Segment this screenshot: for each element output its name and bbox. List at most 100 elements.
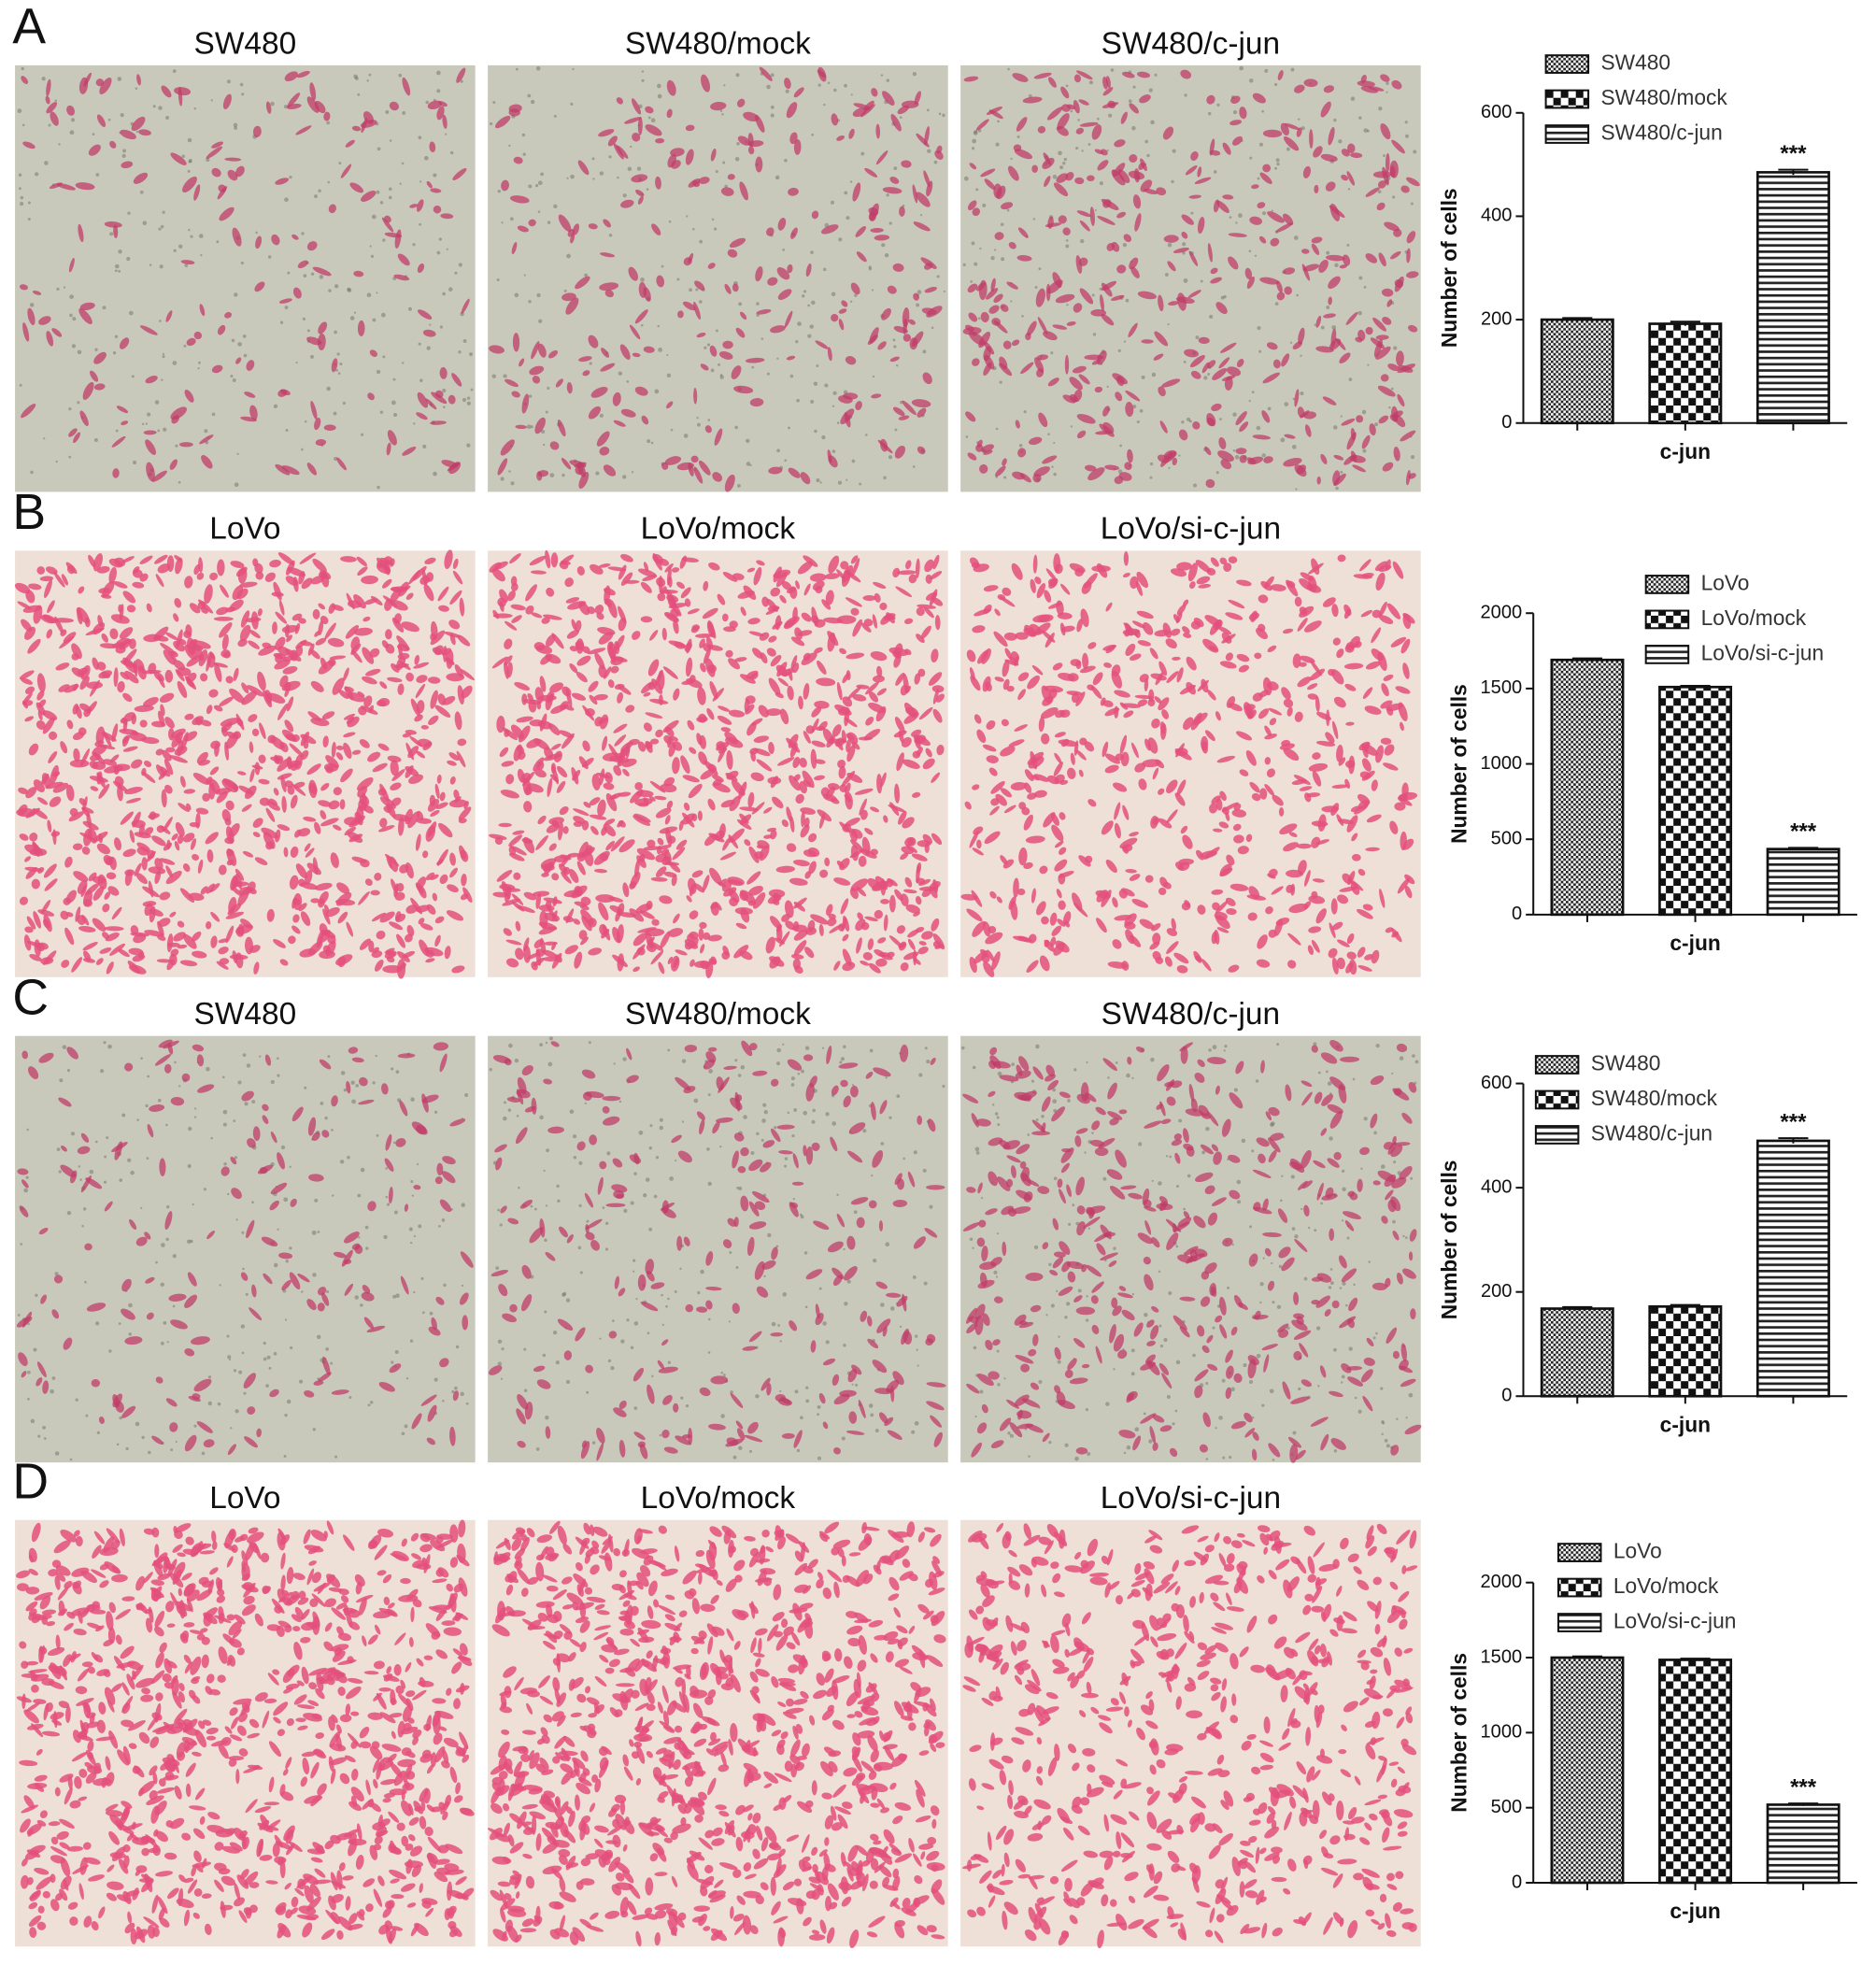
speckle (27, 1370, 31, 1374)
speckle (1136, 420, 1140, 424)
speckle (391, 1067, 394, 1071)
cell (712, 472, 723, 482)
speckle (787, 1111, 790, 1115)
speckle (273, 1262, 278, 1268)
speckle (657, 83, 661, 89)
speckle (546, 1148, 550, 1153)
speckle (1280, 437, 1286, 443)
speckle (1058, 150, 1062, 156)
speckle (535, 1447, 540, 1451)
speckle (1251, 391, 1255, 394)
speckle (640, 278, 645, 282)
speckle (304, 420, 307, 423)
speckle (830, 200, 834, 205)
speckle (491, 374, 496, 378)
speckle (971, 241, 975, 246)
speckle (1128, 99, 1132, 104)
speckle (386, 1203, 391, 1206)
speckle (869, 1048, 874, 1053)
cell (582, 370, 590, 377)
cell (645, 124, 662, 136)
cell (397, 253, 410, 266)
cell (867, 335, 878, 346)
speckle (17, 1314, 21, 1317)
speckle (461, 1284, 464, 1288)
speckle (114, 269, 118, 273)
cell (279, 389, 291, 396)
speckle (873, 1259, 877, 1263)
speckle (526, 424, 532, 430)
speckle (706, 1147, 710, 1151)
speckle (227, 1355, 232, 1360)
speckle (173, 249, 177, 252)
speckle (289, 1345, 293, 1350)
speckle (379, 410, 384, 414)
cell (246, 360, 255, 371)
speckle (685, 1404, 689, 1408)
cell (431, 392, 448, 405)
cell (537, 343, 547, 358)
speckle (1119, 444, 1123, 448)
speckle (1358, 276, 1363, 280)
speckle (233, 1119, 236, 1122)
speckle (584, 273, 589, 278)
cell (899, 206, 905, 217)
speckle (193, 1116, 197, 1118)
speckle (1108, 113, 1113, 118)
speckle (770, 105, 775, 109)
cell (51, 328, 63, 337)
speckle (495, 1266, 499, 1271)
speckle (392, 377, 396, 381)
speckle (1232, 449, 1236, 452)
speckle (779, 1340, 782, 1343)
speckle (990, 255, 995, 261)
speckle (326, 1289, 330, 1293)
speckle (707, 1317, 711, 1321)
speckle (409, 1241, 413, 1245)
speckle (327, 1055, 331, 1059)
speckle (849, 180, 853, 183)
cell (244, 392, 256, 398)
image-title: SW480/mock (625, 26, 811, 61)
cell (590, 386, 608, 398)
speckle (159, 264, 163, 269)
speckle (804, 1305, 808, 1309)
speckle (324, 1116, 328, 1120)
cell (831, 113, 839, 126)
speckle (630, 145, 632, 149)
speckle (886, 78, 890, 82)
speckle (500, 1377, 504, 1380)
speckle (706, 343, 711, 347)
speckle (1326, 306, 1330, 309)
speckle (812, 1108, 816, 1113)
speckle (118, 249, 122, 254)
speckle (620, 1339, 625, 1344)
speckle (627, 166, 632, 171)
speckle (251, 1201, 254, 1204)
cell (815, 340, 829, 349)
cell (165, 310, 173, 322)
speckle (449, 150, 454, 155)
cell (425, 398, 437, 410)
speckle (1320, 325, 1325, 330)
speckle (423, 155, 429, 161)
cell (844, 412, 851, 428)
speckle (417, 1162, 419, 1166)
cell (914, 91, 921, 106)
image-title: SW480 (194, 26, 297, 61)
speckle (681, 1059, 687, 1063)
cell (90, 370, 99, 382)
speckle (844, 83, 847, 88)
micrograph (15, 1035, 476, 1463)
speckle (270, 1079, 275, 1085)
cell (817, 69, 826, 78)
speckle (242, 334, 247, 338)
speckle (586, 1219, 590, 1223)
speckle (130, 1170, 135, 1175)
speckle (26, 1128, 29, 1132)
speckle (1347, 188, 1351, 191)
speckle (1132, 405, 1137, 409)
speckle (445, 133, 448, 135)
cell (599, 282, 619, 292)
speckle (565, 1298, 571, 1303)
